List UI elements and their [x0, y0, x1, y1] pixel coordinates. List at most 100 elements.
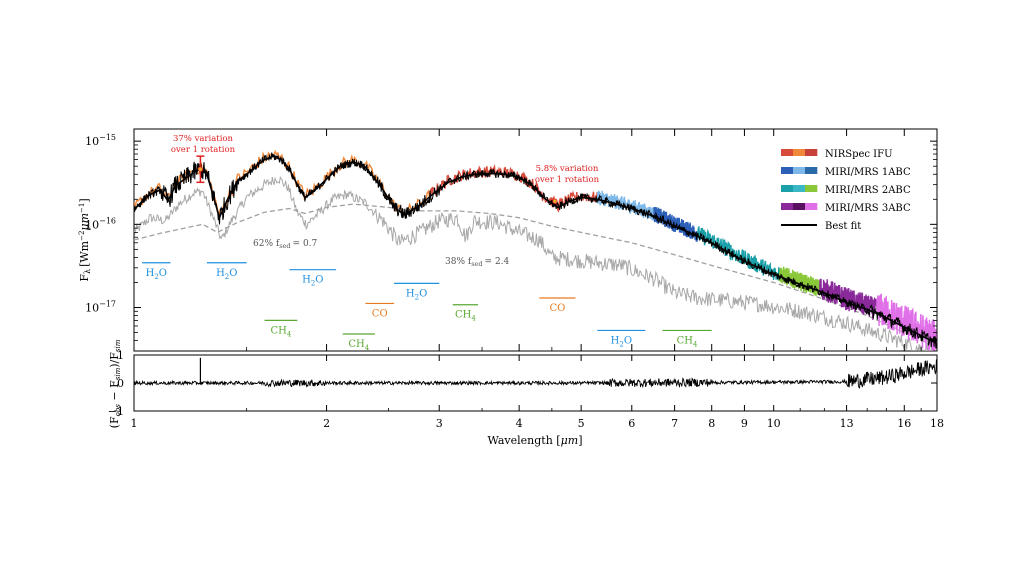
legend-label: Best fit [825, 221, 861, 232]
model-62-line [134, 176, 937, 351]
miri1-segment-2 [653, 206, 699, 242]
model-62-text: 62% f [253, 239, 280, 249]
x-tick-labels: 1 2 3 4 5 6 7 8 9 10 13 16 18 [131, 417, 945, 430]
res-p3: )/F [108, 352, 121, 368]
legend-label: MIRI/MRS 2ABC [825, 185, 911, 196]
molecule-label: CH4 [455, 310, 476, 323]
molecule-base: CH [271, 325, 288, 336]
model-62-sub: sed [279, 242, 290, 250]
legend-label: MIRI/MRS 1ABC [825, 167, 911, 178]
residual-trace [134, 359, 937, 389]
residual-y-ticks: 1 0 −1 [108, 349, 937, 418]
legend-swatch-part [805, 185, 818, 192]
molecule-sub: 2 [311, 280, 315, 288]
model-38-line [134, 203, 937, 349]
x-tick-label: 3 [436, 417, 443, 430]
x-tick-label: 10 [767, 417, 781, 430]
legend-swatch-part [805, 149, 818, 156]
spectrum-plot-frame [133, 128, 938, 352]
legend-label: MIRI/MRS 3ABC [825, 203, 911, 214]
model-62-label: 62% fsed = 0.7 [253, 239, 318, 250]
model-38-sub: sed [471, 260, 482, 268]
residual-y-axis-label: (Fobs − Fsim)/Fsim [108, 339, 122, 428]
res-p1-sub: obs [114, 404, 122, 417]
variation-annotation-2-line1: 5.8% variation [536, 164, 599, 174]
molecule-tail: O [159, 268, 167, 279]
molecule-label: CH4 [677, 335, 698, 348]
legend-swatch-part [805, 203, 818, 210]
res-p1: (F [108, 416, 121, 428]
x-tick-label: 16 [897, 417, 911, 430]
molecule-base: CH [348, 339, 365, 350]
res-p2: − F [108, 380, 121, 404]
legend-swatch-part [793, 167, 806, 174]
ylabel-unit: [Wm [78, 240, 91, 267]
molecule-sub: 4 [693, 340, 698, 348]
res-y-tick-label: −1 [108, 405, 124, 418]
x-tick-label: 1 [131, 417, 138, 430]
molecule-sub: 2 [154, 273, 158, 281]
ylabel-f: F [78, 274, 91, 282]
molecule-label: H2O [302, 275, 323, 288]
molecule-label: H2O [146, 268, 167, 281]
legend: NIRSpec IFU MIRI/MRS 1ABC MIRI/MRS 2ABC MIR… [781, 149, 911, 232]
errorbar-point [197, 166, 204, 172]
molecule-base: H [216, 268, 225, 279]
y-tick-base: 10 [85, 218, 99, 231]
ylabel-unit-sup2: −1 [78, 203, 86, 213]
res-y-tick-label: 0 [117, 377, 124, 390]
variation-annotation-2-line2: over 1 rotation [535, 175, 600, 185]
molecule-tail: O [315, 275, 323, 286]
x-tick-label: 18 [930, 417, 944, 430]
legend-swatch-part [793, 203, 806, 210]
res-p2-sub: sim [114, 367, 122, 380]
variation-point-2 [552, 198, 558, 204]
ylabel-end: ] [78, 198, 91, 202]
molecule-base: H [611, 335, 620, 346]
x-tick-label: 6 [628, 417, 635, 430]
x-axis-label: Wavelength [μm] [488, 434, 583, 447]
spectrum-y-axis-label: Fλ [Wm−2μm−1] [78, 198, 92, 281]
molecule-base: H [302, 275, 311, 286]
molecule-tail: O [624, 335, 632, 346]
legend-label: NIRSpec IFU [825, 149, 893, 160]
variation-annotation-1-line2: over 1 rotation [171, 145, 236, 155]
molecule-base: H [406, 288, 415, 299]
molecule-tail: O [419, 288, 427, 299]
res-p3-sub: sim [114, 339, 122, 352]
molecule-sub: 2 [225, 273, 229, 281]
molecule-label: H2O [406, 288, 427, 301]
variation-annotation-1-line1: 37% variation [173, 134, 234, 144]
molecule-label: CO [372, 308, 388, 319]
residual-panel: 10−1 (Fobs − Fsim)/Fsim [108, 339, 938, 428]
molecule-base: H [146, 268, 155, 279]
legend-swatch-part [793, 185, 806, 192]
molecule-base: CH [455, 310, 472, 321]
spectrum-data-layer [134, 149, 937, 351]
molecule-base: CO [372, 308, 388, 319]
x-tick-label: 5 [578, 417, 585, 430]
best-fit-line [134, 155, 937, 345]
legend-swatch-part [781, 167, 794, 174]
molecule-sub: 2 [415, 293, 419, 301]
model-62-val: = 0.7 [293, 239, 318, 249]
model-38-label: 38% fsed = 2.4 [445, 257, 510, 268]
y-tick-label: 10−15 [85, 133, 116, 148]
legend-swatch-part [793, 149, 806, 156]
x-tick-label: 9 [741, 417, 748, 430]
x-tick-label: 2 [323, 417, 330, 430]
y-tick-exp: −17 [99, 300, 116, 309]
molecule-sub: 4 [471, 315, 476, 323]
y-tick-base: 10 [85, 135, 99, 148]
residual-data-layer [134, 357, 937, 389]
model-38-val: = 2.4 [485, 257, 510, 267]
xlabel-unit: μm [561, 434, 579, 447]
ylabel-lambda: λ [83, 269, 92, 274]
y-tick-exp: −15 [99, 133, 116, 142]
y-tick-label: 10−16 [85, 216, 116, 231]
molecule-label: CH4 [271, 325, 292, 338]
xlabel-end: ] [578, 434, 582, 447]
